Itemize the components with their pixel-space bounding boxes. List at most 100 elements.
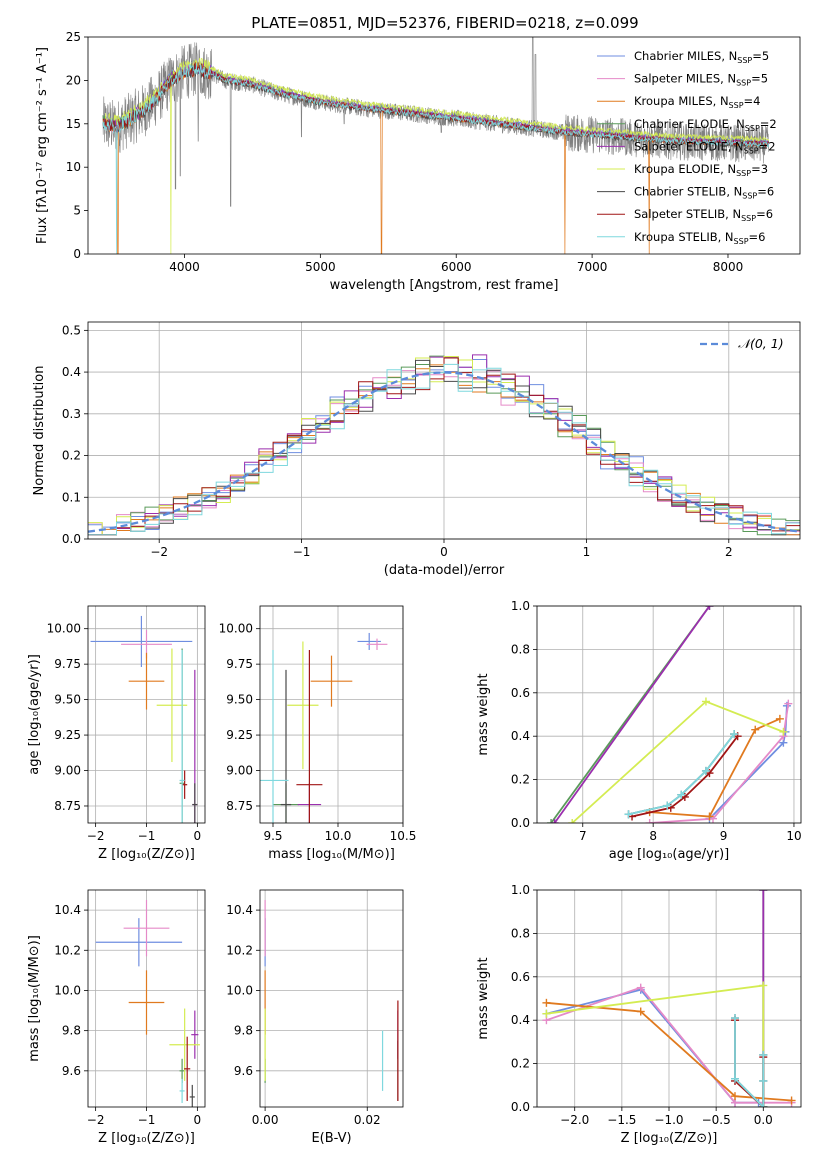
y-tick-label: 10.4 — [54, 903, 81, 917]
legend-label: Chabrier STELIB, NSSP=6 — [634, 185, 774, 201]
errorbar-point — [366, 638, 388, 650]
panel-age-vs-Z: −2 −1 0 8.75 9.00 9.25 9.50 9.75 10.00 Z [log₁₀(Z… — [27, 605, 206, 862]
y-tick-label: 0 — [73, 247, 81, 261]
y-tick-label: 0.2 — [511, 1057, 530, 1071]
errorbar-point — [182, 770, 188, 799]
errorbar-point — [128, 652, 165, 710]
x-tick-label: 10.0 — [325, 829, 352, 843]
x-tick-label: −0.5 — [702, 1113, 731, 1127]
y-axis-label: mass weight — [476, 957, 491, 1039]
errorbar-point — [128, 970, 165, 1035]
mass-weight-line — [708, 705, 788, 820]
legend-label: Chabrier ELODIE, NSSP=2 — [634, 117, 777, 133]
x-tick-label: −2 — [150, 545, 168, 559]
x-axis-label: (data-model)/error — [384, 563, 505, 578]
x-axis-label: age [log₁₀(age/yr)] — [609, 847, 730, 862]
x-tick-label: 8 — [649, 829, 657, 843]
legend-label: Kroupa ELODIE, NSSP=3 — [634, 162, 768, 178]
y-tick-label: 10.00 — [47, 622, 81, 636]
panel-massweight-vs-age: 7 8 9 10 0.0 0.2 0.4 0.6 0.8 1.0 age [log₁₀(age/yr… — [476, 599, 802, 862]
x-axis-label: Z [log₁₀(Z/Z⊙)] — [98, 847, 195, 862]
y-axis-label: Normed distribution — [32, 366, 47, 496]
x-tick-label: −1 — [138, 829, 156, 843]
plot-area-mass-vs-Z — [95, 900, 200, 1107]
mass-weight-marker — [677, 790, 686, 799]
mass-weight-line — [553, 606, 711, 823]
axes-frame — [259, 889, 404, 1108]
y-tick-label: 9.50 — [226, 693, 253, 707]
errorbar-point — [310, 655, 353, 707]
y-axis-label: mass weight — [476, 673, 491, 755]
x-axis-label: mass [log₁₀(M/M⊙)] — [268, 847, 395, 862]
y-tick-label: 10.2 — [226, 943, 253, 957]
x-tick-label: 9.5 — [263, 829, 282, 843]
panel-residuals: −2 −1 0 1 2 0.0 0.1 0.2 0.3 0.4 0.5 (data-model)/er… — [32, 321, 801, 578]
figure-title: PLATE=0851, MJD=52376, FIBERID=0218, z=0… — [251, 14, 638, 32]
errorbar-point — [123, 900, 170, 957]
x-tick-label: 4000 — [169, 260, 200, 274]
y-tick-label: 9.75 — [226, 657, 253, 671]
y-tick-label: 10.4 — [226, 903, 253, 917]
mass-weight-marker — [759, 1076, 768, 1085]
mass-weight-marker — [542, 998, 551, 1007]
mass-weight-marker — [787, 1096, 796, 1105]
model-spectrum-line — [102, 62, 770, 254]
x-axis-label: Z [log₁₀(Z/Z⊙)] — [621, 1131, 718, 1146]
mass-weight-marker — [542, 1009, 551, 1018]
y-tick-label: 0.6 — [511, 970, 530, 984]
errorbar-point — [280, 669, 292, 823]
axes-frame — [87, 605, 206, 824]
mass-weight-marker — [547, 819, 556, 823]
x-tick-label: 0.00 — [252, 1113, 279, 1127]
legend-label: Salpeter MILES, NSSP=5 — [634, 72, 768, 88]
y-tick-label: 0.2 — [511, 773, 530, 787]
x-tick-label: 9 — [720, 829, 728, 843]
y-tick-label: 9.75 — [54, 657, 81, 671]
mass-weight-line — [734, 1018, 765, 1107]
y-tick-label: 0.8 — [511, 642, 530, 656]
y-tick-label: 9.25 — [54, 728, 81, 742]
mass-weight-marker — [784, 699, 793, 708]
x-tick-label: −2.0 — [560, 1113, 589, 1127]
x-axis-label: Z [log₁₀(Z/Z⊙)] — [98, 1131, 195, 1146]
x-tick-label: −1 — [138, 1113, 156, 1127]
mass-weight-marker — [759, 1050, 768, 1059]
mass-weight-line — [649, 703, 790, 823]
y-tick-label: 8.75 — [54, 799, 81, 813]
y-tick-label: 0.1 — [62, 490, 81, 504]
mass-weight-marker — [751, 725, 760, 734]
residual-histogram — [88, 363, 800, 536]
y-tick-label: 9.8 — [62, 1024, 81, 1038]
mass-weight-marker — [624, 810, 633, 819]
y-tick-label: 10.0 — [54, 983, 81, 997]
x-tick-label: 1 — [583, 545, 591, 559]
x-tick-label: 10 — [786, 829, 801, 843]
x-tick-label: 5000 — [305, 260, 336, 274]
x-axis-label: wavelength [Angstrom, rest frame] — [330, 278, 559, 293]
y-tick-label: 0.0 — [62, 532, 81, 546]
y-tick-label: 9.00 — [54, 764, 81, 778]
mass-weight-line — [631, 735, 739, 818]
mass-weight-marker — [701, 766, 710, 775]
y-tick-label: 0.5 — [62, 323, 81, 337]
y-tick-label: 1.0 — [511, 883, 530, 897]
plot-area-age-vs-mass — [260, 632, 388, 823]
y-tick-label: 0.0 — [511, 1100, 530, 1114]
x-tick-label: 0.02 — [354, 1113, 381, 1127]
x-tick-label: 8000 — [713, 260, 744, 274]
axes-frame — [536, 889, 802, 1108]
mass-weight-marker — [731, 1014, 739, 1023]
axes-frame — [87, 321, 801, 540]
x-tick-label: 7 — [579, 829, 587, 843]
y-tick-label: 15 — [66, 117, 81, 131]
plot-area-mass-vs-ebv — [264, 900, 399, 1101]
errorbar-point — [189, 1084, 195, 1107]
plot-area-age-vs-Z — [90, 615, 198, 823]
mass-weight-marker — [568, 819, 577, 823]
mass-weight-marker — [730, 730, 739, 739]
mass-weight-line — [628, 733, 735, 816]
x-tick-label: −2 — [87, 829, 105, 843]
x-tick-label: −1 — [293, 545, 311, 559]
axes-frame — [259, 605, 404, 824]
